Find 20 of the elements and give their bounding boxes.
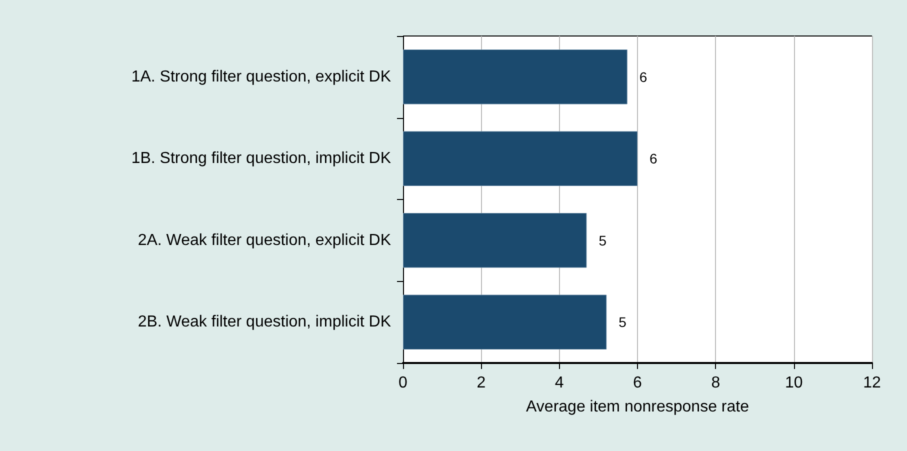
data-label: 6 xyxy=(639,68,648,85)
data-label: 5 xyxy=(618,314,627,330)
data-label: 5 xyxy=(598,232,607,248)
y-tick-label: 2A. Weak filter question, explicit DK xyxy=(138,232,392,249)
x-tick-label: 8 xyxy=(711,374,720,392)
x-tick-label: 12 xyxy=(863,374,881,392)
x-tick-label: 0 xyxy=(398,374,408,392)
x-tick-label: 4 xyxy=(554,374,564,392)
y-tick-label: 1B. Strong filter question, implicit DK xyxy=(131,150,392,168)
x-tick-label: 6 xyxy=(633,374,642,392)
x-tick-label: 10 xyxy=(784,374,803,392)
bar xyxy=(403,131,638,186)
bar xyxy=(403,212,587,268)
x-tick-label: 2 xyxy=(476,374,486,392)
data-label: 6 xyxy=(650,150,658,167)
bar xyxy=(403,294,607,350)
y-tick-label: 2B. Weak filter question, implicit DK xyxy=(138,314,392,331)
bar xyxy=(403,49,628,104)
x-axis-title: Average item nonresponse rate xyxy=(526,398,750,416)
y-tick-label: 1A. Strong filter question, explicit DK xyxy=(131,68,392,86)
